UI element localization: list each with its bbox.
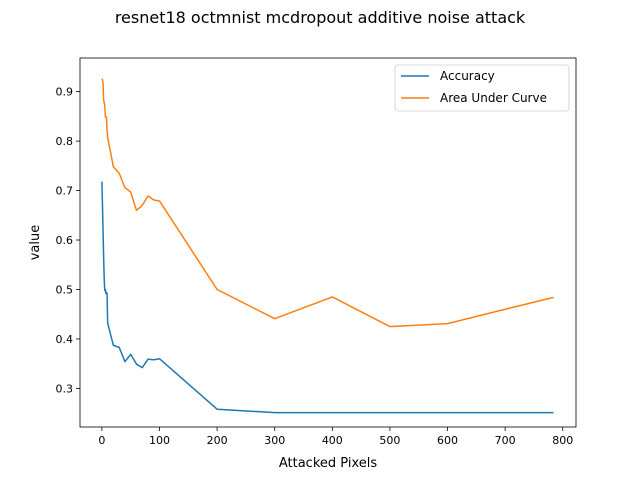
- legend: Accuracy Area Under Curve: [394, 64, 570, 112]
- y-axis: 0.3 0.4 0.5 0.6 0.7 0.8 0.9: [56, 86, 80, 395]
- y-tick-label: 0.5: [56, 283, 74, 296]
- legend-box: [394, 64, 570, 112]
- x-tick-label: 600: [437, 434, 458, 447]
- legend-label: Area Under Curve: [440, 91, 547, 105]
- x-axis: 0 100 200 300 400 500 600 700 800: [98, 427, 573, 447]
- x-tick-label: 100: [149, 434, 170, 447]
- legend-label: Accuracy: [440, 69, 495, 83]
- x-tick-label: 500: [379, 434, 400, 447]
- axes-frame: [79, 57, 577, 428]
- y-tick-label: 0.8: [56, 135, 74, 148]
- y-tick-label: 0.6: [56, 234, 74, 247]
- x-tick-label: 300: [264, 434, 285, 447]
- plot-area: [101, 78, 554, 414]
- x-axis-label: Attacked Pixels: [279, 456, 377, 471]
- chart-title: resnet18 octmnist mcdropout additive noi…: [115, 8, 526, 27]
- x-tick-label: 200: [207, 434, 228, 447]
- x-tick-label: 400: [322, 434, 343, 447]
- y-tick-label: 0.4: [56, 333, 74, 346]
- series-line-accuracy: [101, 181, 554, 414]
- y-axis-label: value: [28, 225, 43, 261]
- x-tick-label: 700: [495, 434, 516, 447]
- x-tick-label: 800: [552, 434, 573, 447]
- y-tick-label: 0.7: [56, 185, 74, 198]
- series-line-area-under-curve: [101, 78, 554, 328]
- y-tick-label: 0.9: [56, 86, 74, 99]
- y-tick-label: 0.3: [56, 382, 74, 395]
- x-tick-label: 0: [98, 434, 105, 447]
